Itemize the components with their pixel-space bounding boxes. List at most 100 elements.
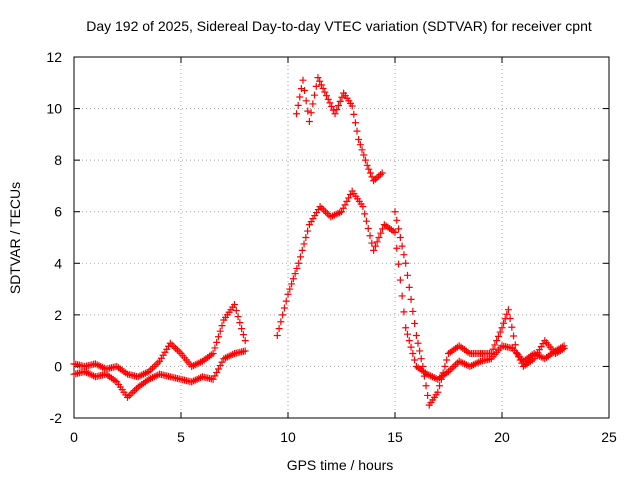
axis-ticks: 0 5 10 15 20 25 -2 0 2 4 6 8 10 12 [46, 49, 617, 445]
data-point [412, 331, 420, 339]
data-point [324, 95, 332, 103]
data-point [560, 344, 568, 352]
data-point [326, 99, 334, 107]
data-point [296, 253, 304, 261]
data-point [411, 356, 419, 364]
y-tick-label: 8 [54, 152, 62, 168]
data-point [362, 217, 370, 225]
data-point [150, 362, 158, 370]
data-point [416, 347, 424, 355]
data-point [402, 259, 410, 267]
series-descending-track [391, 208, 568, 409]
data-point [319, 84, 327, 92]
data-point [317, 81, 325, 89]
data-point [436, 382, 444, 390]
data-point [295, 259, 303, 267]
y-tick-label: 2 [54, 307, 62, 323]
data-point [448, 364, 456, 372]
data-point [402, 324, 410, 332]
data-point [506, 314, 514, 322]
data-point [396, 276, 404, 284]
data-point [373, 174, 381, 182]
data-point [414, 339, 422, 347]
data-point [496, 328, 504, 336]
data-point [504, 306, 512, 314]
data-point [321, 208, 329, 216]
data-point [350, 110, 358, 118]
series-high-arc [293, 74, 386, 185]
data-point [293, 264, 301, 272]
data-point [393, 244, 401, 252]
data-point [323, 92, 331, 100]
x-axis-label: GPS time / hours [287, 457, 394, 473]
grid-lines [74, 57, 609, 418]
data-point [318, 204, 326, 212]
data-point [345, 194, 353, 202]
data-point [125, 392, 133, 400]
data-point [277, 318, 285, 326]
data-point [331, 110, 339, 118]
data-point [148, 364, 156, 372]
data-point [510, 332, 518, 340]
data-point [513, 350, 521, 358]
data-point [355, 136, 363, 144]
series-upper-track [70, 301, 249, 381]
data-point [218, 322, 226, 330]
data-point [339, 204, 347, 212]
data-point [320, 206, 328, 214]
chart-title: Day 192 of 2025, Sidereal Day-to-day VTE… [86, 18, 592, 34]
data-point [343, 197, 351, 205]
data-point [395, 225, 403, 233]
y-tick-label: 6 [54, 204, 62, 220]
data-point [241, 347, 249, 355]
data-point [348, 102, 356, 110]
data-point [396, 234, 404, 241]
y-tick-label: 4 [54, 255, 62, 271]
data-point [304, 107, 312, 115]
data-point [395, 260, 403, 268]
data-point [298, 246, 306, 254]
data-point [152, 361, 160, 369]
data-point [409, 307, 417, 315]
data-point [361, 156, 369, 164]
data-point [370, 246, 378, 254]
data-point [364, 224, 372, 232]
data-point [411, 319, 419, 327]
data-point [375, 172, 383, 180]
data-point [400, 251, 408, 259]
data-point [391, 208, 399, 216]
data-point [289, 275, 297, 283]
data-point [417, 355, 425, 363]
data-point [353, 127, 361, 135]
data-point [296, 93, 304, 101]
x-tick-label: 10 [280, 429, 296, 445]
data-point [173, 346, 181, 354]
data-point [493, 337, 501, 345]
data-point [172, 344, 180, 352]
data-point [336, 97, 344, 105]
data-point [371, 175, 379, 183]
series-main-arc [273, 187, 568, 383]
data-point [302, 97, 310, 105]
data-point [214, 365, 222, 373]
data-point [333, 106, 341, 114]
data-point [154, 359, 162, 367]
data-point [236, 319, 244, 327]
x-tick-label: 20 [494, 429, 510, 445]
data-point [335, 101, 343, 109]
data-point [391, 228, 399, 236]
data-point [363, 161, 371, 169]
data-point [368, 239, 376, 247]
data-point [314, 74, 322, 82]
data-point [273, 331, 281, 339]
x-tick-label: 15 [387, 429, 403, 445]
data-point [216, 362, 224, 370]
data-point [338, 93, 346, 101]
data-point [341, 201, 349, 209]
data-point [377, 229, 385, 237]
x-tick-label: 5 [177, 429, 185, 445]
data-point [304, 227, 312, 235]
data-point [279, 311, 287, 319]
data-point [241, 337, 249, 345]
data-point [286, 285, 294, 293]
